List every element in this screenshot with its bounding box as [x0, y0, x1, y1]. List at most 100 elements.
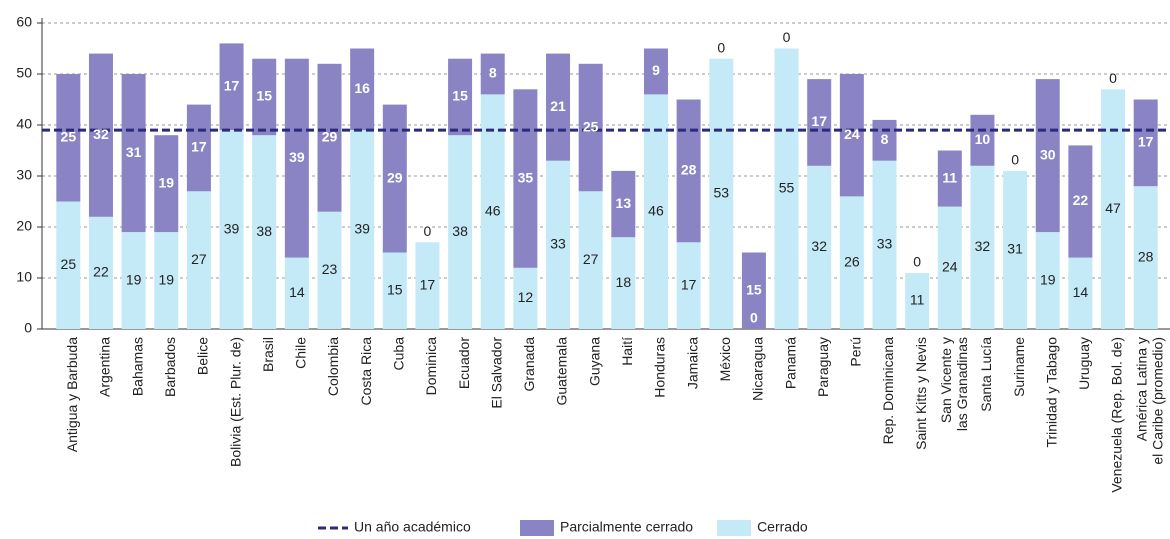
value-label: 30 — [1040, 146, 1056, 162]
bar-segment — [839, 196, 864, 329]
y-tick-label: 50 — [16, 65, 32, 81]
value-label: 15 — [387, 281, 403, 297]
value-label: 0 — [717, 39, 725, 55]
legend-swatch — [717, 520, 752, 536]
x-tick-label: Antigua y Barbuda — [64, 337, 80, 452]
x-tick-label: Guatemala — [554, 337, 570, 406]
bar-segment — [774, 48, 799, 329]
bar-segment — [154, 232, 179, 329]
y-tick-label: 10 — [16, 269, 32, 285]
bar-segment — [252, 58, 277, 136]
x-tick-label: Chile — [293, 337, 309, 369]
value-label: 16 — [354, 80, 370, 96]
value-label: 31 — [1007, 241, 1023, 257]
value-label: 24 — [844, 126, 860, 142]
bar-segment — [546, 53, 571, 161]
value-label: 29 — [387, 169, 403, 185]
bar-segment — [937, 206, 962, 329]
bar-segment — [480, 53, 505, 95]
value-label: 15 — [746, 281, 762, 297]
bar-segment — [905, 272, 930, 329]
x-tick-label: Santa Lucía — [978, 337, 994, 412]
bar-segment — [611, 170, 636, 238]
value-label: 19 — [1040, 271, 1056, 287]
bar-segment — [154, 135, 179, 233]
value-label: 46 — [648, 202, 664, 218]
value-label: 21 — [550, 98, 566, 114]
value-label: 28 — [1138, 248, 1154, 264]
bar-segment — [186, 104, 211, 192]
value-label: 38 — [256, 223, 272, 239]
bar-segment — [872, 160, 897, 329]
value-label: 0 — [913, 254, 921, 270]
value-label: 8 — [881, 131, 889, 147]
bar-segment — [513, 89, 538, 268]
x-tick-label: Bolivia (Est. Plur. de) — [227, 337, 243, 467]
x-tick-label: México — [717, 337, 733, 382]
value-label: 46 — [485, 202, 501, 218]
bar-segment — [1035, 79, 1060, 233]
x-tick-label: Ecuador — [456, 337, 472, 389]
bar-segment — [1133, 99, 1158, 187]
value-label: 17 — [681, 276, 697, 292]
x-tick-label: Dominica — [423, 337, 439, 396]
bar-segment — [186, 191, 211, 329]
value-label: 17 — [1138, 134, 1154, 150]
bar-segment — [513, 267, 538, 329]
x-tick-label: Honduras — [652, 337, 668, 398]
value-label: 18 — [616, 274, 632, 290]
value-label: 22 — [93, 264, 109, 280]
bar-segment — [643, 94, 668, 330]
x-tick-label: Cuba — [390, 337, 406, 371]
y-tick-label: 40 — [16, 116, 32, 132]
bar-segment — [741, 252, 766, 329]
legend-label: Un año académico — [354, 519, 471, 535]
value-label: 25 — [583, 118, 599, 134]
value-label: 24 — [942, 259, 958, 275]
value-label: 47 — [1105, 200, 1121, 216]
value-label: 23 — [322, 261, 338, 277]
value-label: 17 — [224, 77, 240, 93]
value-label: 14 — [289, 284, 305, 300]
value-label: 33 — [550, 236, 566, 252]
value-label: 25 — [61, 128, 77, 144]
y-tick-label: 0 — [24, 320, 32, 336]
bar-segment — [219, 43, 244, 131]
x-tick-label: Belice — [195, 337, 211, 375]
value-label: 39 — [289, 149, 305, 165]
y-tick-label: 20 — [16, 218, 32, 234]
bar-segment — [382, 252, 407, 329]
x-tick-label: Argentina — [97, 337, 113, 397]
bar-segment — [676, 99, 701, 243]
bar-segment — [350, 48, 375, 131]
value-label: 0 — [1011, 152, 1019, 168]
bar-segment — [839, 74, 864, 197]
bar-segment — [546, 160, 571, 329]
value-label: 15 — [256, 88, 272, 104]
bar-segment — [807, 79, 832, 166]
x-tick-label: Paraguay — [815, 337, 831, 397]
value-label: 13 — [616, 195, 632, 211]
x-tick-label: Suriname — [1011, 337, 1027, 397]
bar-segment — [1133, 186, 1158, 329]
bar-segment — [1003, 170, 1028, 329]
x-tick-label: Guyana — [586, 337, 602, 386]
bar-segment — [56, 74, 81, 202]
x-tick-label: América Latina yel Caribe (promedio) — [1133, 337, 1165, 465]
x-tick-label: Saint Kitts y Nevis — [913, 337, 929, 450]
bar-segment — [578, 191, 603, 329]
value-label: 38 — [452, 223, 468, 239]
value-label: 10 — [975, 131, 991, 147]
x-tick-label: Brasil — [260, 337, 276, 372]
x-tick-label: Costa Rica — [358, 337, 374, 406]
value-label: 11 — [942, 169, 957, 185]
bar-segment — [709, 58, 734, 329]
legend-label: Cerrado — [757, 519, 808, 535]
value-label: 0 — [783, 29, 791, 45]
legend-label: Parcialmente cerrado — [560, 519, 693, 535]
value-label: 31 — [126, 144, 142, 160]
x-tick-label: Venezuela (Rep. Bol. de) — [1109, 337, 1125, 493]
bar-segment — [350, 130, 375, 329]
x-tick-label: Nicaragua — [750, 337, 766, 401]
x-tick-label: Panamá — [782, 337, 798, 389]
